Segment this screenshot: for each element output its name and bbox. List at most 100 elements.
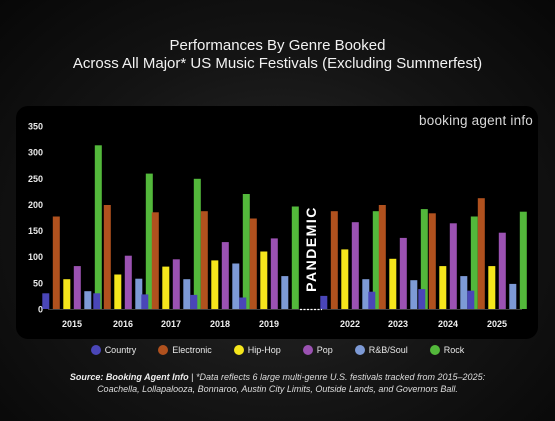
bar-hip-hop-2016 <box>114 274 122 309</box>
source-line-2: Coachella, Lollapalooza, Bonnaroo, Austi… <box>0 383 555 395</box>
bar-electronic-2016 <box>103 205 111 309</box>
title-line-2: Across All Major* US Music Festivals (Ex… <box>72 55 483 72</box>
bar-hip-hop-2024 <box>439 266 447 309</box>
bar-rock-2019 <box>291 206 299 309</box>
bar-hip-hop-2019 <box>260 251 268 309</box>
bar-country-2025 <box>467 290 475 309</box>
y-tick-label: 0 <box>38 305 43 315</box>
bar-hip-hop-2022 <box>341 249 349 309</box>
bar-rock-2017 <box>193 178 201 309</box>
bar-electronic-2019 <box>249 218 257 309</box>
bar-hip-hop-2018 <box>211 260 219 309</box>
x-tick-label: 2025 <box>487 319 507 329</box>
x-tick-label: 2022 <box>340 319 360 329</box>
y-tick-label: 350 <box>28 122 43 132</box>
y-tick-label: 250 <box>28 174 43 184</box>
bar-electronic-2025 <box>477 198 485 309</box>
bar-pop-2017 <box>172 259 180 309</box>
source-note-1: *Data reflects 6 large multi-genre U.S. … <box>195 372 486 382</box>
source-line-1: Source: Booking Agent Info | *Data refle… <box>0 371 555 383</box>
title-line-1: Performances By Genre Booked <box>169 37 386 54</box>
bar-r-b-soul-2023 <box>410 280 418 309</box>
legend-label: Country <box>104 345 137 355</box>
bar-hip-hop-2023 <box>389 258 397 309</box>
bar-hip-hop-2017 <box>162 266 170 309</box>
y-tick-label: 150 <box>28 226 43 236</box>
bar-electronic-2024 <box>428 213 436 309</box>
bar-pop-2018 <box>221 242 229 309</box>
legend: Country Electronic Hip-Hop Pop R&B/Soul Rock <box>0 345 555 355</box>
bar-r-b-soul-2018 <box>232 263 240 309</box>
x-tick-label: 2016 <box>113 319 133 329</box>
bar-rock-2025 <box>519 211 527 309</box>
bar-country-2015 <box>42 293 50 309</box>
bar-pop-2025 <box>498 232 506 309</box>
bar-rock-2022 <box>372 211 380 309</box>
y-tick-label: 50 <box>33 278 43 288</box>
bar-pop-2015 <box>73 266 81 309</box>
x-tick-label: 2019 <box>259 319 279 329</box>
brand-logo: booking agent info <box>419 113 533 128</box>
bar-r-b-soul-2019 <box>281 276 289 309</box>
source-label: Source: Booking Agent Info <box>69 372 189 382</box>
bar-country-2022 <box>320 295 328 309</box>
legend-swatch <box>429 345 440 355</box>
y-tick-label: 200 <box>28 200 43 210</box>
y-tick-label: 300 <box>28 148 43 158</box>
pandemic-annotation: PANDEMIC <box>303 206 319 292</box>
y-tick-label: 100 <box>28 252 43 262</box>
legend-swatch <box>302 345 313 355</box>
bar-r-b-soul-2022 <box>362 279 370 309</box>
legend-item: Hip-Hop <box>233 345 281 355</box>
bar-country-2019 <box>239 297 247 309</box>
bar-r-b-soul-2025 <box>509 283 517 309</box>
bar-rock-2023 <box>420 209 428 309</box>
legend-item: Country <box>90 345 137 355</box>
legend-item: Pop <box>302 345 333 355</box>
bar-rock-2018 <box>242 194 250 309</box>
bar-pop-2016 <box>124 255 132 309</box>
bar-electronic-2018 <box>200 211 208 309</box>
legend-swatch <box>354 345 365 355</box>
x-tick-label: 2017 <box>161 319 181 329</box>
bar-r-b-soul-2017 <box>183 279 191 309</box>
legend-item: R&B/Soul <box>354 345 408 355</box>
bar-country-2017 <box>141 294 149 309</box>
bar-electronic-2017 <box>151 212 159 309</box>
legend-label: Hip-Hop <box>247 345 281 355</box>
legend-label: Rock <box>443 345 465 355</box>
bar-country-2016 <box>93 293 101 309</box>
bar-pop-2023 <box>399 237 407 309</box>
bar-pop-2022 <box>351 222 359 309</box>
bar-r-b-soul-2016 <box>135 278 143 309</box>
legend-label: Electronic <box>172 345 212 355</box>
bar-pop-2024 <box>449 223 457 309</box>
legend-swatch <box>90 345 101 355</box>
x-tick-label: 2024 <box>438 319 458 329</box>
source-note: Source: Booking Agent Info | *Data refle… <box>0 371 555 395</box>
legend-swatch <box>233 345 244 355</box>
bar-hip-hop-2015 <box>63 279 71 309</box>
x-tick-label: 2015 <box>62 319 82 329</box>
bar-r-b-soul-2015 <box>84 291 92 309</box>
bar-electronic-2022 <box>330 211 338 309</box>
legend-item: Rock <box>429 345 465 355</box>
bar-electronic-2015 <box>52 216 60 309</box>
bar-country-2023 <box>368 291 376 309</box>
bar-electronic-2023 <box>378 205 386 309</box>
bar-country-2024 <box>418 289 426 309</box>
legend-swatch <box>158 345 169 355</box>
bar-rock-2016 <box>145 173 153 309</box>
bar-hip-hop-2025 <box>488 266 496 309</box>
bar-rock-2015 <box>94 145 102 309</box>
legend-label: R&B/Soul <box>368 345 408 355</box>
bar-rock-2024 <box>470 216 478 309</box>
source-separator: | <box>188 372 196 382</box>
bar-country-2018 <box>190 294 198 309</box>
legend-item: Electronic <box>158 345 212 355</box>
x-tick-label: 2018 <box>210 319 230 329</box>
bar-pop-2019 <box>270 238 278 309</box>
source-note-2: Coachella, Lollapalooza, Bonnaroo, Austi… <box>97 384 458 394</box>
chart-title: Performances By Genre Booked Across All … <box>0 37 555 73</box>
